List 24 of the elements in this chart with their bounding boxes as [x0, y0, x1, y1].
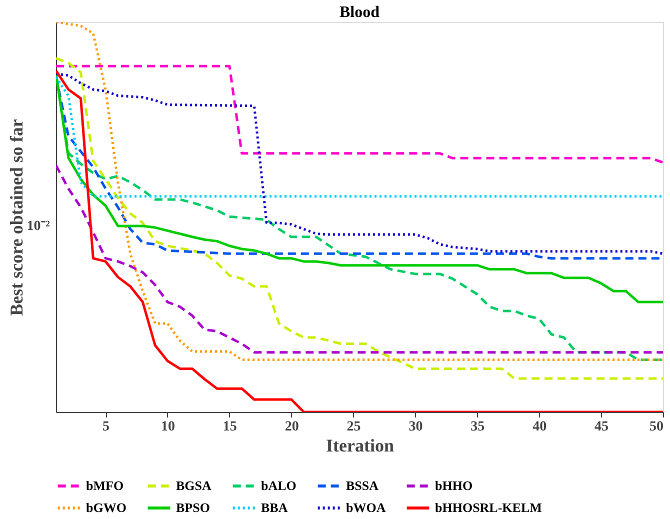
x-tick-label: 5 — [102, 420, 110, 434]
x-tick-label: 30 — [408, 420, 423, 434]
x-tick-label: 25 — [346, 420, 361, 434]
chart-title: Blood — [339, 4, 380, 21]
legend-label: bGWO — [86, 500, 126, 515]
x-tick-label: 15 — [222, 420, 237, 434]
x-tick-label: 10 — [160, 420, 175, 434]
legend-label: bHHOSRL-KELM — [435, 500, 542, 515]
x-tick-label: 40 — [532, 420, 547, 434]
x-axis-title: Iteration — [326, 436, 394, 456]
x-tick-label: 45 — [594, 420, 609, 434]
legend-label: BSSA — [346, 478, 380, 493]
legend-label: bHHO — [435, 478, 473, 493]
x-tick-label: 35 — [470, 420, 485, 434]
legend-label: bWOA — [346, 500, 386, 515]
legend-label: BBA — [261, 500, 288, 515]
legend-label: BPSO — [176, 500, 210, 515]
legend-label: bALO — [261, 478, 296, 493]
legend-label: bMFO — [86, 478, 124, 493]
y-axis-title: Best score obtained so far — [6, 119, 26, 316]
legend-label: BGSA — [176, 478, 212, 493]
x-tick-label: 20 — [284, 420, 299, 434]
text: 10⁻² — [26, 219, 50, 234]
x-tick-label: 50 — [650, 420, 664, 434]
